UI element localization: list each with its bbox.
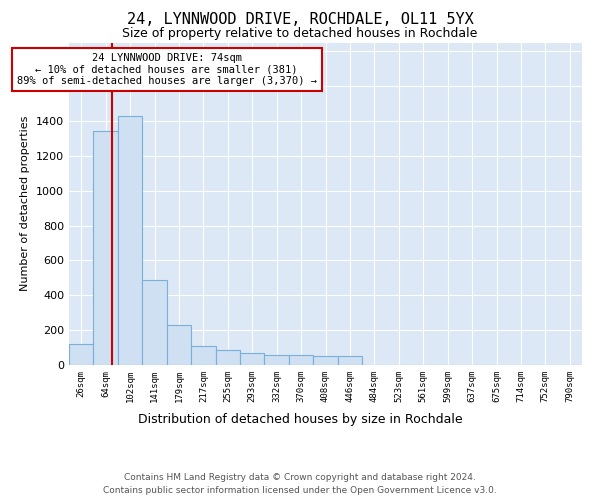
Bar bbox=[167, 325, 191, 365]
Bar bbox=[191, 346, 215, 365]
Bar bbox=[265, 354, 289, 365]
Bar bbox=[289, 356, 313, 365]
Bar bbox=[313, 356, 338, 365]
Bar bbox=[338, 356, 362, 365]
Text: 24, LYNNWOOD DRIVE, ROCHDALE, OL11 5YX: 24, LYNNWOOD DRIVE, ROCHDALE, OL11 5YX bbox=[127, 12, 473, 28]
Text: Contains HM Land Registry data © Crown copyright and database right 2024.: Contains HM Land Registry data © Crown c… bbox=[124, 472, 476, 482]
Text: Contains public sector information licensed under the Open Government Licence v3: Contains public sector information licen… bbox=[103, 486, 497, 495]
Bar bbox=[215, 350, 240, 365]
Bar bbox=[69, 344, 94, 365]
Text: Distribution of detached houses by size in Rochdale: Distribution of detached houses by size … bbox=[137, 412, 463, 426]
Text: 24 LYNNWOOD DRIVE: 74sqm
← 10% of detached houses are smaller (381)
89% of semi-: 24 LYNNWOOD DRIVE: 74sqm ← 10% of detach… bbox=[17, 53, 317, 86]
Bar bbox=[118, 116, 142, 365]
Bar bbox=[142, 280, 167, 365]
Bar bbox=[240, 353, 265, 365]
Text: Size of property relative to detached houses in Rochdale: Size of property relative to detached ho… bbox=[122, 28, 478, 40]
Y-axis label: Number of detached properties: Number of detached properties bbox=[20, 116, 31, 292]
Bar bbox=[94, 132, 118, 365]
